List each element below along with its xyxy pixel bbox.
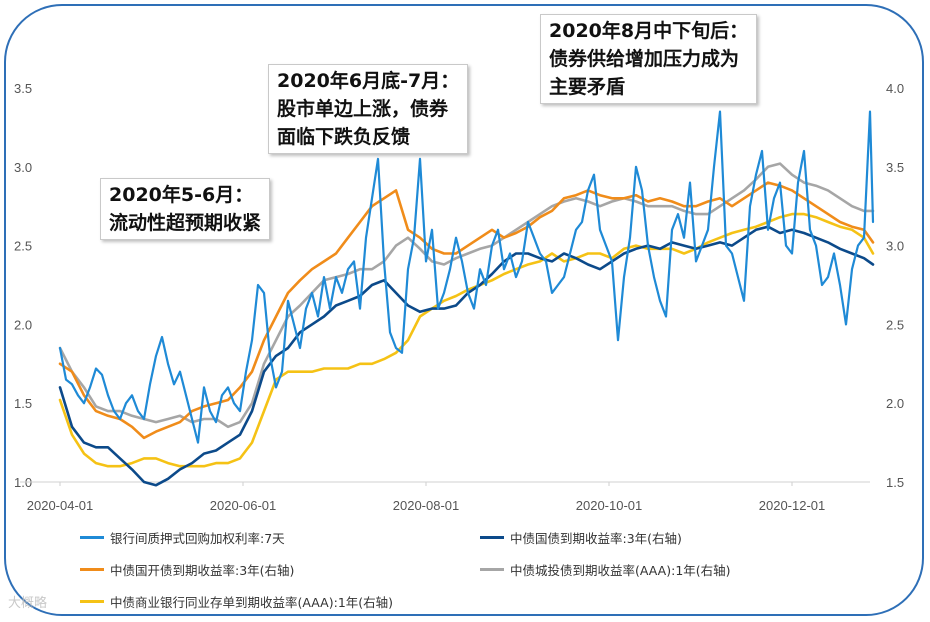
x-tick-label: 2020-06-01 xyxy=(210,498,277,513)
right-tick-label: 2.5 xyxy=(886,317,904,332)
right-tick-label: 3.0 xyxy=(886,239,904,254)
legend-swatch xyxy=(480,536,504,539)
annotation-line: 主要矛盾 xyxy=(549,76,626,98)
series-layer xyxy=(58,110,875,487)
annotation-line: 2020年5-6月： xyxy=(109,184,254,206)
annotation-august: 2020年8月中下旬后： 债券供给增加压力成为 主要矛盾 xyxy=(540,14,758,104)
legend-item-lgfv-1y: 中债城投债到期收益率(AAA):1年(右轴) xyxy=(480,560,731,579)
series-line-2 xyxy=(58,181,875,440)
watermark: 大概略 xyxy=(8,596,48,611)
right-tick-label: 2.0 xyxy=(886,396,904,411)
legend-swatch xyxy=(80,536,104,539)
legend-label: 中债城投债到期收益率(AAA):1年(右轴) xyxy=(510,563,731,578)
legend-item-cdb-3y: 中债国开债到期收益率:3年(右轴) xyxy=(80,560,294,579)
left-tick-label: 3.0 xyxy=(14,160,32,175)
outer-frame xyxy=(4,4,924,616)
right-tick-label: 1.5 xyxy=(886,475,904,490)
annotation-may-june: 2020年5-6月： 流动性超预期收紧 xyxy=(100,178,271,240)
x-tick-label: 2020-04-01 xyxy=(27,498,94,513)
legend-swatch xyxy=(80,600,104,603)
annotation-line: 债券供给增加压力成为 xyxy=(549,48,740,70)
legend-label: 中债国开债到期收益率:3年(右轴) xyxy=(110,563,295,578)
x-tick-label: 2020-08-01 xyxy=(393,498,460,513)
x-tick-label: 2020-12-01 xyxy=(759,498,826,513)
legend-item-treasury-3y: 中债国债到期收益率:3年(右轴) xyxy=(480,528,682,547)
annotation-june-july: 2020年6月底-7月： 股市单边上涨，债券 面临下跌负反馈 xyxy=(268,64,469,154)
right-tick-label: 4.0 xyxy=(886,81,904,96)
chart-legend: 银行间质押式回购加权利率:7天 中债国债到期收益率:3年(右轴) 中债国开债到期… xyxy=(80,528,800,618)
x-tick-label: 2020-10-01 xyxy=(576,498,643,513)
left-tick-label: 2.5 xyxy=(14,239,32,254)
left-tick-label: 1.5 xyxy=(14,396,32,411)
left-tick-label: 3.5 xyxy=(14,81,32,96)
annotation-line: 2020年6月底-7月： xyxy=(277,70,460,92)
left-axis: 3.53.02.52.01.51.0 xyxy=(14,81,32,490)
annotation-line: 股市单边上涨，债券 xyxy=(277,98,449,120)
legend-swatch xyxy=(80,568,104,571)
series-line-0 xyxy=(58,110,875,444)
right-tick-label: 3.5 xyxy=(886,160,904,175)
right-axis: 4.0 3.5 3.0 2.5 2.0 1.5 xyxy=(886,81,904,490)
legend-label: 中债国债到期收益率:3年(右轴) xyxy=(510,531,682,546)
annotation-line: 面临下跌负反馈 xyxy=(277,126,411,148)
legend-item-repo-rate: 银行间质押式回购加权利率:7天 xyxy=(80,528,285,547)
series-line-4 xyxy=(58,212,875,468)
annotation-line: 2020年8月中下旬后： xyxy=(549,20,749,42)
series-line-1 xyxy=(58,225,875,487)
x-axis: 2020-04-01 2020-06-01 2020-08-01 2020-10-01… xyxy=(27,482,826,513)
annotation-line: 流动性超预期收紧 xyxy=(109,212,262,234)
legend-label: 中债商业银行同业存单到期收益率(AAA):1年(右轴) xyxy=(110,595,394,610)
left-tick-label: 2.0 xyxy=(14,317,32,332)
legend-item-ncd-1y: 中债商业银行同业存单到期收益率(AAA):1年(右轴) xyxy=(80,592,393,611)
legend-swatch xyxy=(480,568,504,571)
series-line-3 xyxy=(58,162,875,429)
legend-label: 银行间质押式回购加权利率:7天 xyxy=(110,531,285,546)
